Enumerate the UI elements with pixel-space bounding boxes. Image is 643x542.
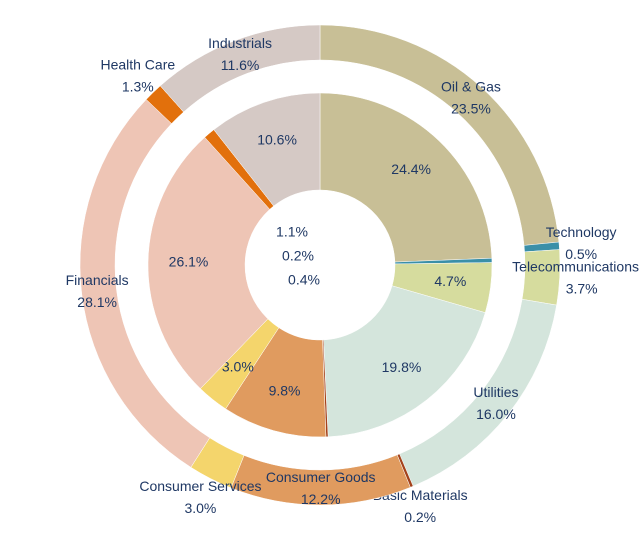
wedge <box>213 92 321 207</box>
category-label: Consumer Goods <box>266 469 376 485</box>
value-label: 11.6% <box>221 57 260 73</box>
value-label: 16.0% <box>476 406 516 422</box>
value-label: 3.0% <box>184 500 216 516</box>
wedge <box>147 136 271 389</box>
category-label: Oil & Gas <box>441 79 501 95</box>
value-label: 23.5% <box>451 101 491 117</box>
category-label: Utilities <box>473 384 518 400</box>
value-label: 10.6% <box>257 131 297 147</box>
value-label: 0.2% <box>282 248 314 264</box>
category-label: Industrials <box>208 35 272 51</box>
value-label: 1.1% <box>276 224 308 240</box>
category-label: Consumer Services <box>139 478 261 494</box>
wedge <box>323 285 486 438</box>
category-label: Financials <box>66 272 129 288</box>
value-label: 28.1% <box>77 294 117 310</box>
value-label: 1.3% <box>122 78 154 94</box>
value-label: 24.4% <box>391 161 431 177</box>
wedge <box>319 92 493 263</box>
value-label: 26.1% <box>169 253 209 269</box>
category-label: Health Care <box>100 56 175 72</box>
value-label: 0.4% <box>288 272 320 288</box>
value-label: 0.2% <box>404 509 436 525</box>
value-label: 3.7% <box>566 280 598 296</box>
category-label: Technology <box>546 224 617 240</box>
value-label: 0.5% <box>565 246 597 262</box>
category-label: Telecommunications <box>512 258 639 274</box>
value-label: 19.8% <box>382 359 422 375</box>
wedge <box>159 24 321 113</box>
value-label: 4.7% <box>434 273 466 289</box>
value-label: 12.2% <box>301 491 341 507</box>
value-label: 3.0% <box>222 358 254 374</box>
value-label: 9.8% <box>269 382 301 398</box>
